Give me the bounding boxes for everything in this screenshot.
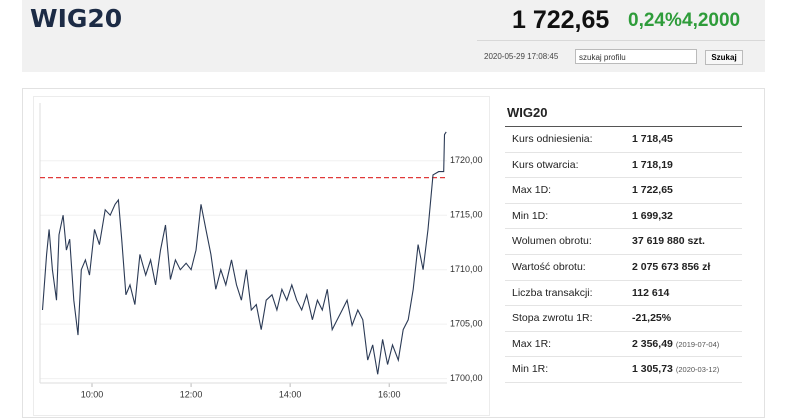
table-row: Stopa zwrotu 1R: -21,25% [505, 306, 742, 332]
timestamp: 2020-05-29 17:08:45 [484, 52, 559, 61]
separator [477, 40, 765, 41]
row-value: 1 718,19 [632, 153, 673, 177]
row-label: Max 1R: [512, 337, 552, 350]
row-value: 1 305,73 (2020-03-12) [632, 357, 719, 382]
row-label: Wartość obrotu: [512, 260, 586, 273]
y-tick-label: 1715,00 [450, 210, 483, 220]
table-row: Max 1D: 1 722,65 [505, 178, 742, 204]
row-label: Stopa zwrotu 1R: [512, 312, 593, 325]
row-value: 112 614 [632, 281, 669, 305]
row-label: Wolumen obrotu: [512, 235, 592, 248]
page: WIG20 1 722,65 0,24% 4,2000 2020-05-29 1… [22, 0, 765, 418]
row-value: 1 718,45 [632, 127, 673, 151]
value-text: 1 718,45 [632, 133, 673, 145]
table-row: Liczba transakcji: 112 614 [505, 281, 742, 307]
value-text: 112 614 [632, 286, 670, 299]
row-value: 37 619 880 szt. [632, 229, 705, 253]
table-row: Max 1R: 2 356,49 (2019-07-04) [505, 332, 742, 358]
table-title: WIG20 [505, 100, 742, 127]
row-label: Min 1R: [512, 363, 549, 376]
change: 4,2000 [682, 10, 741, 31]
table-row: Wolumen obrotu: 37 619 880 szt. [505, 229, 742, 255]
value-date: (2020-03-12) [675, 365, 720, 375]
header: WIG20 1 722,65 0,24% 4,2000 2020-05-29 1… [22, 0, 765, 72]
search-button[interactable]: Szukaj [705, 50, 743, 65]
table-row: Wartość obrotu: 2 075 673 856 zł [505, 255, 742, 281]
value-text: 2 075 673 856 zł [632, 260, 711, 273]
price-line [41, 131, 447, 375]
table-rows: Kurs odniesienia: 1 718,45 Kurs otwarcia: 1… [505, 127, 742, 383]
table-row: Kurs otwarcia: 1 718,19 [505, 153, 742, 179]
table-row: Min 1R: 1 305,73 (2020-03-12) [505, 357, 742, 383]
table-row: Min 1D: 1 699,32 [505, 204, 742, 230]
row-value: 2 075 673 856 zł [632, 255, 710, 279]
x-tick-label: 12:00 [180, 389, 203, 399]
table-row: Kurs odniesienia: 1 718,45 [505, 127, 742, 153]
value-text: 1 305,73 [632, 363, 673, 376]
y-tick-label: 1700,00 [450, 373, 483, 383]
value-text: 2 356,49 [632, 337, 673, 350]
value-text: -21,25% [632, 312, 672, 325]
x-tick-label: 10:00 [81, 389, 104, 399]
x-tick-label: 14:00 [279, 389, 302, 399]
search-input[interactable]: szukaj profilu [575, 49, 697, 64]
row-value: -21,25% [632, 306, 671, 330]
value-date: (2019-07-04) [675, 339, 720, 349]
row-label: Kurs odniesienia: [512, 133, 593, 145]
row-value: 1 699,32 [632, 204, 673, 228]
y-tick-label: 1705,00 [450, 319, 483, 329]
row-value: 1 722,65 [632, 178, 673, 202]
row-label: Max 1D: [512, 184, 552, 197]
quote-table: WIG20 Kurs odniesienia: 1 718,45 Kurs otwa… [505, 100, 742, 383]
y-tick-label: 1720,00 [450, 155, 483, 165]
x-tick-label: 16:00 [378, 389, 401, 399]
row-label: Kurs otwarcia: [512, 158, 579, 171]
row-value: 2 356,49 (2019-07-04) [632, 332, 719, 357]
value-text: 37 619 880 szt. [632, 235, 705, 248]
y-tick-label: 1710,00 [450, 264, 483, 274]
value-text: 1 699,32 [632, 209, 673, 222]
chart: 1700,00 1705,00 1710,00 1715,00 1720,00 10:00… [39, 103, 483, 399]
price: 1 722,65 [512, 6, 610, 34]
row-label: Min 1D: [512, 209, 549, 222]
change-percent: 0,24% [628, 10, 682, 31]
value-text: 1 722,65 [632, 184, 673, 197]
index-title: WIG20 [30, 4, 123, 33]
row-label: Liczba transakcji: [512, 286, 593, 299]
value-text: 1 718,19 [632, 158, 673, 171]
